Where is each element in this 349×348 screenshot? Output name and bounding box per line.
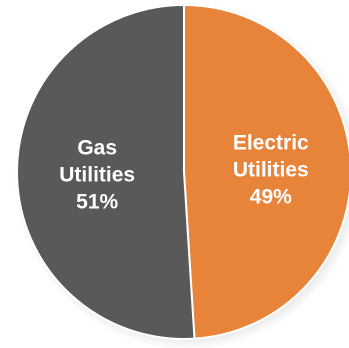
pie-slice-category-label: Electric <box>233 131 309 154</box>
pie-slice-category-label: Utilities <box>233 158 309 181</box>
pie-slices <box>16 3 349 340</box>
pie-slice-0 <box>183 3 349 340</box>
pie-labels: Electric Utilities 49% Gas Utilities 51% <box>59 131 309 213</box>
pie-slice-category-label: Gas <box>77 137 117 160</box>
pie-slice-value-label: 49% <box>250 185 292 208</box>
pie-slice-label-0: Electric Utilities 49% <box>233 131 309 208</box>
pie-slice-value-label: 51% <box>76 191 118 214</box>
pie-slice-1 <box>16 3 196 340</box>
pie-slice-category-label: Utilities <box>59 164 135 187</box>
pie-slice-label-1: Gas Utilities 51% <box>59 137 135 214</box>
